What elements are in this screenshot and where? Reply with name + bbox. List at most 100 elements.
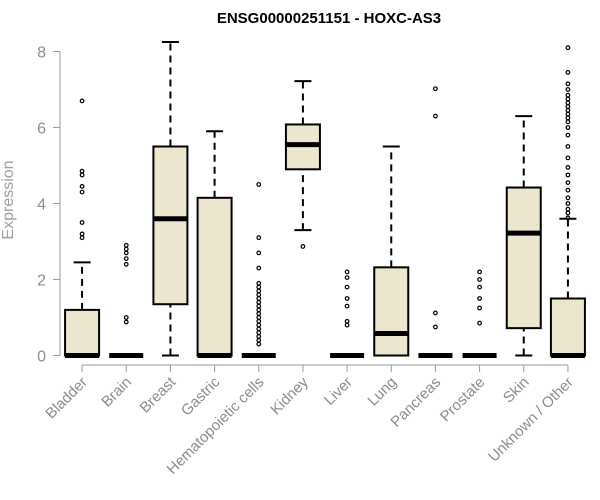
outlier-point <box>256 334 262 339</box>
outlier-point <box>565 125 571 130</box>
outlier-point <box>256 330 262 336</box>
y-tick-label: 6 <box>37 121 46 138</box>
outlier-point <box>477 305 482 311</box>
x-tick-label: Kidney <box>267 373 312 418</box>
outlier-point <box>565 195 571 201</box>
outlier-point <box>256 235 262 241</box>
outlier-point <box>344 284 350 290</box>
outlier-point <box>565 87 571 92</box>
outlier-point <box>433 86 438 92</box>
outlier-point <box>79 189 85 195</box>
chart-title: ENSG00000251151 - HOXC-AS3 <box>217 10 441 27</box>
boxes-group <box>64 41 586 358</box>
outlier-point <box>256 326 262 332</box>
outlier-point <box>256 315 262 320</box>
y-tick-label: 0 <box>37 349 46 366</box>
x-tick-label: Bladder <box>42 374 91 423</box>
outlier-point <box>123 315 129 320</box>
outlier-point <box>256 303 262 309</box>
outlier-point <box>433 310 438 316</box>
box-pancreas <box>418 86 453 358</box>
outlier-point <box>565 96 571 102</box>
box-kidney <box>284 80 321 249</box>
outlier-point <box>433 113 438 119</box>
outlier-point <box>433 324 438 330</box>
outlier-point <box>565 201 571 206</box>
outlier-point <box>344 303 350 309</box>
y-tick-label: 4 <box>37 197 46 214</box>
outlier-point <box>565 107 571 113</box>
outlier-point <box>565 210 571 216</box>
outlier-point <box>300 244 306 249</box>
outlier-point <box>256 322 262 328</box>
outlier-point <box>79 231 85 237</box>
outlier-point <box>256 341 262 347</box>
outlier-point <box>123 261 129 267</box>
outlier-point <box>344 269 350 275</box>
outlier-point <box>79 183 85 189</box>
box-breast <box>152 41 189 357</box>
box-lung <box>373 145 410 357</box>
outlier-point <box>256 250 262 256</box>
outlier-point <box>565 215 571 221</box>
outlier-point <box>123 242 129 248</box>
outlier-point <box>565 119 571 125</box>
outlier-point <box>256 182 262 187</box>
outlier-point <box>256 288 262 294</box>
outlier-point <box>565 206 571 212</box>
y-axis: 0 2 4 6 8 <box>37 45 61 366</box>
outlier-point <box>256 318 262 324</box>
x-tick-label: Lung <box>364 374 400 410</box>
box-body <box>152 145 189 306</box>
outlier-point <box>256 280 262 286</box>
outlier-point <box>565 111 571 117</box>
outlier-point <box>256 307 262 313</box>
outlier-point <box>79 172 85 178</box>
outlier-point <box>477 284 482 290</box>
outlier-point <box>79 98 85 104</box>
y-tick-label: 2 <box>37 273 46 290</box>
box-gastric <box>196 130 233 358</box>
box-skin <box>505 115 542 357</box>
outlier-point <box>565 104 571 109</box>
outlier-point <box>79 235 85 241</box>
outlier-point <box>565 45 571 51</box>
outlier-point <box>477 277 482 282</box>
outlier-point <box>565 69 571 75</box>
outlier-point <box>565 92 571 98</box>
outlier-point <box>565 115 571 121</box>
box-unknown-other <box>549 45 586 358</box>
x-tick-label: Prostate <box>437 374 489 426</box>
outlier-point <box>123 246 129 252</box>
outlier-point <box>565 172 571 178</box>
x-tick-label: Breast <box>137 373 180 416</box>
outlier-point <box>565 187 571 193</box>
box-prostate <box>462 269 497 358</box>
outlier-point <box>344 275 350 281</box>
y-tick-label: 8 <box>37 45 46 62</box>
outlier-point <box>256 284 262 290</box>
outlier-point <box>256 292 262 298</box>
x-tick-label: Liver <box>321 374 356 409</box>
box-body <box>64 308 101 357</box>
outlier-point <box>123 250 129 256</box>
outlier-point <box>477 320 482 326</box>
outlier-point <box>477 269 482 275</box>
outlier-point <box>256 296 262 301</box>
box-bladder <box>64 98 101 358</box>
box-body <box>196 196 233 357</box>
outlier-point <box>477 296 482 301</box>
outlier-point <box>123 256 129 262</box>
outlier-point <box>344 322 350 328</box>
box-brain <box>109 242 144 358</box>
outlier-point <box>565 164 571 170</box>
outlier-point <box>344 318 350 324</box>
outlier-point <box>123 319 129 325</box>
outlier-point <box>79 220 85 225</box>
outlier-point <box>565 100 571 106</box>
outlier-point <box>565 144 571 149</box>
outlier-point <box>256 265 262 271</box>
outlier-point <box>344 296 350 301</box>
y-axis-label: Expression <box>0 160 17 239</box>
